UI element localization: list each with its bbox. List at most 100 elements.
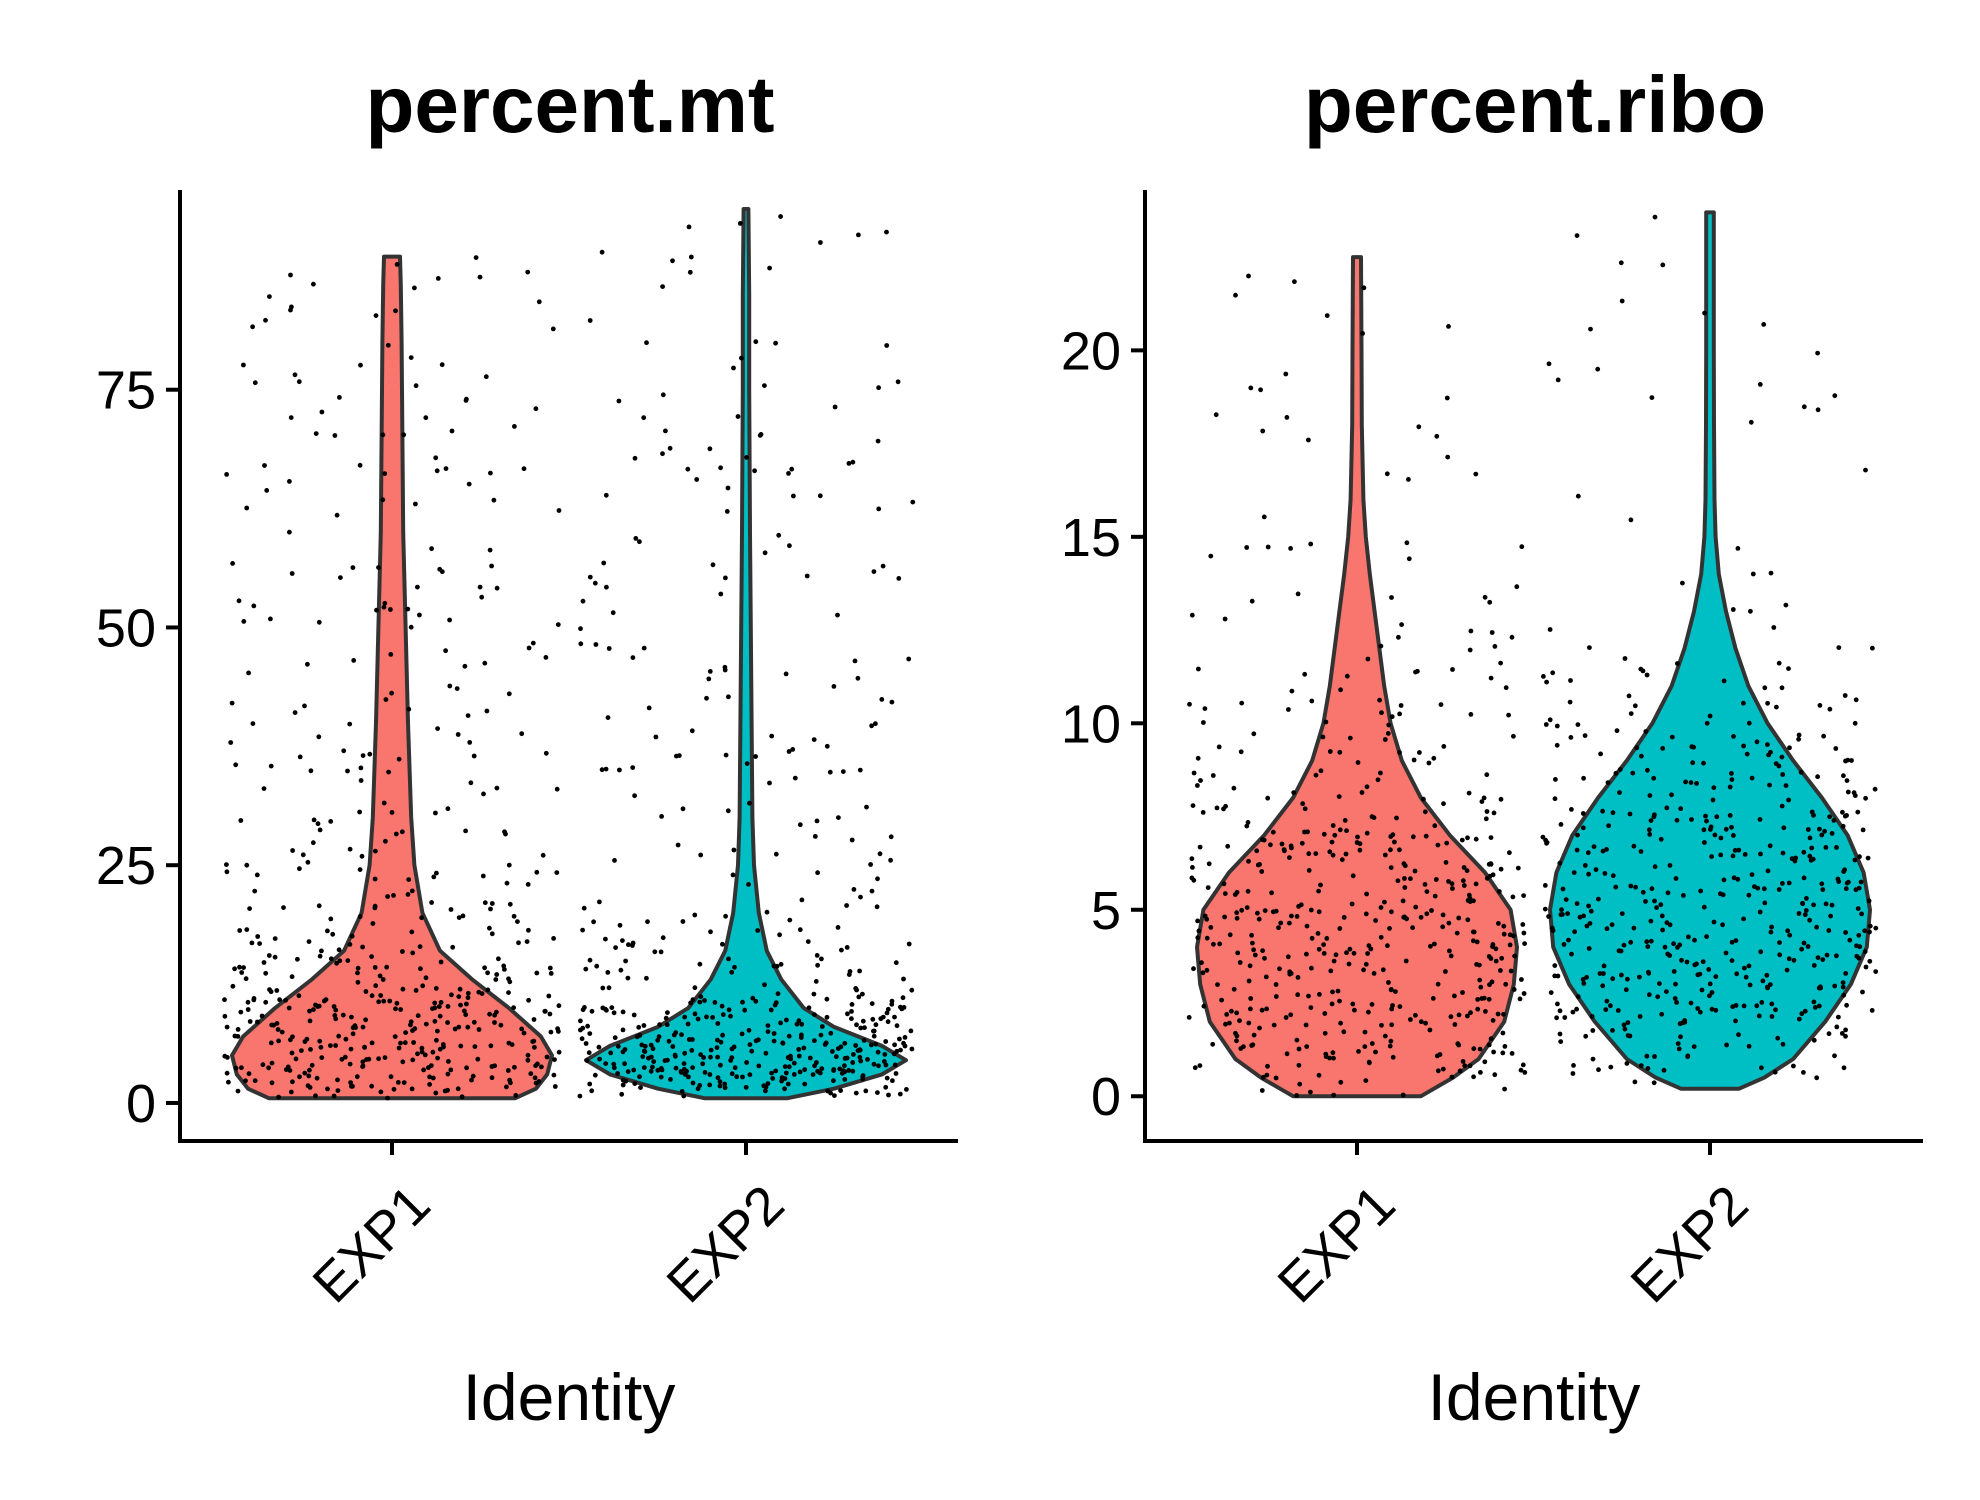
data-point (1651, 775, 1657, 781)
data-point (1450, 667, 1455, 672)
data-point (1730, 1004, 1736, 1010)
data-point (1585, 850, 1591, 856)
data-point (1558, 822, 1564, 827)
data-point (660, 935, 666, 941)
data-point (276, 1038, 281, 1044)
data-point (233, 1065, 239, 1071)
data-point (275, 1027, 281, 1032)
data-point (341, 748, 347, 754)
data-point (605, 970, 611, 975)
data-point (1648, 818, 1654, 823)
data-point (868, 1042, 874, 1048)
data-point (587, 318, 593, 323)
data-point (521, 1030, 527, 1036)
data-point (901, 1040, 906, 1046)
data-point (1609, 922, 1615, 928)
data-point (1337, 827, 1343, 833)
data-point (445, 1004, 451, 1009)
data-point (1470, 938, 1476, 944)
data-point (262, 463, 267, 468)
data-point (1466, 790, 1472, 796)
data-point (245, 999, 251, 1005)
data-point (1721, 678, 1727, 684)
data-point (457, 986, 463, 992)
data-point (1862, 928, 1868, 934)
data-point (272, 954, 278, 960)
data-point (707, 669, 713, 674)
data-point (1626, 693, 1632, 699)
data-point (600, 985, 606, 991)
data-point (1664, 989, 1669, 994)
data-point (1768, 570, 1774, 576)
data-point (345, 768, 350, 774)
data-point (1639, 753, 1644, 759)
data-point (477, 274, 483, 280)
data-point (1247, 963, 1253, 969)
data-point (1704, 818, 1709, 824)
violin-exp1 (230, 254, 554, 1101)
data-point (704, 1014, 709, 1020)
data-point (853, 1043, 859, 1048)
data-point (332, 433, 338, 438)
data-point (245, 1007, 251, 1012)
data-point (230, 561, 236, 566)
data-point (482, 900, 488, 906)
data-point (400, 949, 405, 954)
data-point (1294, 914, 1300, 919)
data-point (1765, 868, 1771, 874)
data-point (1321, 942, 1326, 947)
data-point (1248, 385, 1254, 391)
data-point (1707, 981, 1713, 987)
data-point (281, 905, 286, 910)
data-point (1571, 870, 1577, 875)
data-point (1689, 744, 1695, 750)
data-point (1701, 760, 1706, 766)
data-point (254, 872, 260, 878)
data-point (1452, 1022, 1458, 1027)
data-point (443, 648, 448, 654)
data-point (1402, 876, 1407, 881)
data-point (1796, 736, 1801, 742)
data-point (1552, 796, 1558, 802)
data-point (1282, 848, 1287, 854)
data-point (1235, 950, 1241, 956)
data-point (869, 723, 874, 729)
data-point (263, 999, 269, 1005)
data-point (340, 1012, 346, 1018)
y-tick-label: 0 (126, 1074, 156, 1134)
data-point (1489, 979, 1495, 985)
data-point (1544, 840, 1549, 846)
data-point (1261, 514, 1267, 520)
data-point (819, 956, 824, 962)
data-point (743, 1084, 749, 1090)
data-point (1386, 980, 1391, 985)
data-point (380, 432, 386, 438)
data-point (266, 1065, 271, 1071)
data-point (1338, 1020, 1343, 1026)
data-point (1580, 811, 1586, 816)
data-point (335, 1088, 341, 1093)
data-point (1189, 856, 1195, 862)
data-point (1245, 888, 1251, 894)
data-point (1689, 817, 1694, 822)
data-point (739, 1031, 745, 1037)
data-point (1631, 925, 1637, 931)
data-point (1490, 1018, 1496, 1023)
data-point (852, 658, 858, 664)
data-point (648, 1042, 654, 1048)
data-point (892, 1042, 897, 1048)
data-point (1369, 1041, 1375, 1046)
data-point (620, 938, 625, 943)
data-point (1190, 865, 1195, 870)
data-point (534, 869, 540, 875)
data-point (554, 786, 560, 792)
data-point (1552, 963, 1558, 968)
data-point (1359, 790, 1365, 795)
data-point (801, 1045, 807, 1051)
data-point (1590, 1028, 1596, 1033)
data-point (292, 710, 298, 715)
data-point (413, 988, 419, 993)
data-point (1295, 591, 1301, 597)
data-point (900, 995, 906, 1001)
data-point (388, 607, 393, 612)
